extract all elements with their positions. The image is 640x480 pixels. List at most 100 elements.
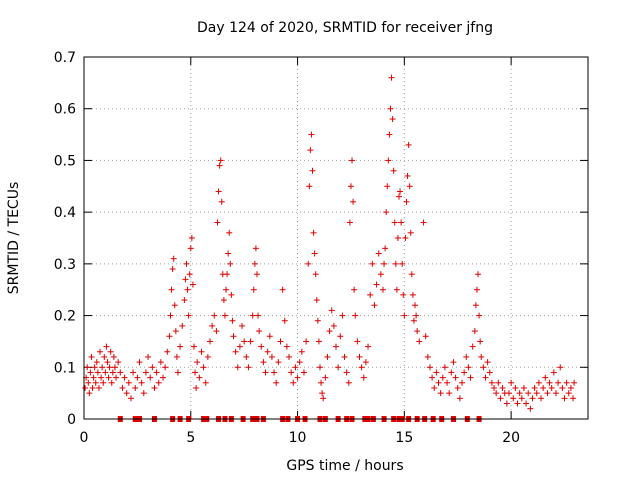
y-tick-label: 0.6 bbox=[54, 102, 76, 118]
data-point bbox=[318, 379, 325, 386]
data-point bbox=[552, 390, 559, 397]
data-point bbox=[391, 219, 398, 226]
data-point bbox=[446, 390, 453, 397]
y-tick-label: 0.5 bbox=[54, 153, 76, 169]
data-point bbox=[435, 379, 442, 386]
data-point bbox=[441, 364, 448, 371]
data-point bbox=[182, 276, 189, 283]
data-point bbox=[207, 338, 213, 345]
data-point bbox=[169, 266, 176, 273]
data-point bbox=[379, 286, 386, 293]
data-point bbox=[166, 333, 173, 340]
data-point bbox=[286, 353, 293, 360]
data-point bbox=[563, 379, 570, 386]
data-point bbox=[247, 338, 254, 345]
data-point bbox=[111, 364, 118, 371]
data-point bbox=[341, 353, 348, 360]
data-point bbox=[561, 395, 568, 402]
data-point bbox=[377, 271, 384, 278]
data-point bbox=[115, 359, 122, 366]
chart-title: Day 124 of 2020, SRMTID for receiver jfn… bbox=[197, 20, 493, 36]
data-point bbox=[467, 374, 474, 381]
data-point bbox=[452, 374, 459, 381]
data-point bbox=[397, 188, 404, 195]
data-point bbox=[98, 374, 105, 381]
data-point bbox=[123, 390, 130, 397]
y-tick-labels: 0 0.1 0.2 0.3 0.4 0.5 0.6 0.7 bbox=[54, 50, 76, 428]
x-tick-labels: 0 5 10 15 20 bbox=[80, 430, 520, 446]
data-point bbox=[213, 328, 220, 335]
data-point bbox=[250, 286, 257, 293]
data-point bbox=[420, 219, 427, 226]
data-point bbox=[401, 312, 408, 319]
data-point bbox=[503, 400, 510, 407]
data-point bbox=[406, 183, 413, 190]
data-point bbox=[296, 359, 303, 366]
data-point bbox=[461, 369, 468, 376]
data-point bbox=[412, 302, 419, 309]
grid-lines bbox=[84, 57, 588, 419]
data-point bbox=[416, 338, 423, 345]
data-point bbox=[183, 260, 190, 267]
data-point bbox=[429, 374, 436, 381]
data-point bbox=[288, 369, 295, 376]
data-point bbox=[138, 379, 145, 386]
data-point bbox=[239, 322, 246, 329]
data-point bbox=[292, 364, 299, 371]
data-point bbox=[373, 281, 380, 288]
data-point bbox=[388, 74, 395, 81]
data-point bbox=[311, 250, 318, 257]
data-point bbox=[413, 312, 420, 319]
data-point bbox=[136, 359, 143, 366]
data-point bbox=[188, 235, 195, 241]
data-point bbox=[290, 379, 297, 386]
data-point bbox=[335, 364, 342, 371]
data-point bbox=[382, 245, 389, 252]
data-point bbox=[164, 348, 171, 355]
data-point bbox=[533, 390, 540, 397]
data-point bbox=[404, 172, 411, 179]
data-point bbox=[171, 302, 178, 309]
data-point bbox=[220, 297, 227, 304]
data-point bbox=[431, 384, 438, 391]
data-point bbox=[113, 374, 120, 381]
data-point bbox=[480, 364, 487, 371]
data-point bbox=[275, 359, 282, 366]
data-point bbox=[369, 260, 376, 267]
data-point bbox=[108, 379, 115, 386]
plot-frame bbox=[83, 56, 589, 420]
data-points bbox=[82, 74, 578, 422]
data-point bbox=[230, 333, 237, 340]
data-point bbox=[365, 343, 372, 350]
data-point bbox=[92, 379, 99, 386]
data-point bbox=[87, 369, 94, 376]
data-point bbox=[151, 384, 158, 391]
data-point bbox=[383, 209, 390, 216]
data-point bbox=[300, 369, 307, 376]
data-point bbox=[303, 338, 310, 345]
y-tick-label: 0.4 bbox=[54, 205, 76, 221]
data-point bbox=[153, 369, 160, 376]
data-point bbox=[225, 250, 232, 257]
data-point bbox=[190, 343, 197, 350]
data-point bbox=[469, 343, 476, 350]
data-point bbox=[393, 286, 400, 293]
data-point bbox=[409, 291, 416, 298]
y-tick-label: 0 bbox=[67, 412, 76, 428]
data-point bbox=[193, 384, 200, 391]
data-point bbox=[367, 291, 374, 298]
data-point bbox=[544, 390, 551, 397]
data-point bbox=[386, 131, 393, 138]
data-point bbox=[315, 338, 322, 345]
data-point bbox=[121, 374, 128, 381]
data-point bbox=[95, 384, 102, 391]
data-point bbox=[535, 379, 542, 386]
data-point bbox=[550, 369, 557, 376]
data-point bbox=[463, 353, 470, 360]
data-point bbox=[100, 379, 107, 386]
data-point bbox=[567, 384, 574, 391]
data-point bbox=[253, 271, 260, 278]
data-point bbox=[385, 157, 392, 164]
data-point bbox=[360, 374, 367, 381]
data-point bbox=[147, 374, 154, 381]
